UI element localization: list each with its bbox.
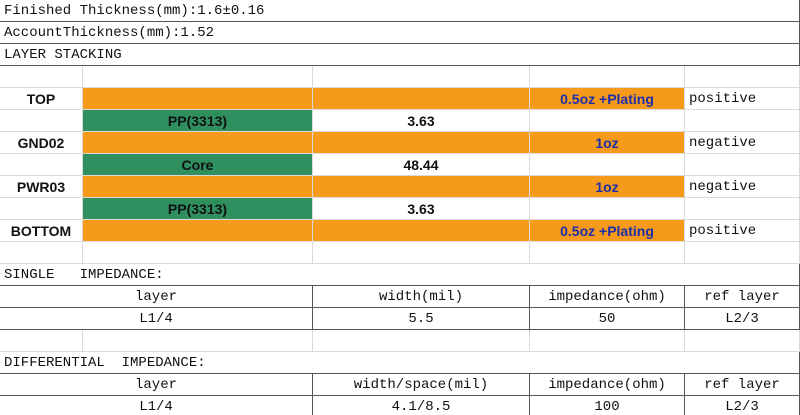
empty-cell: [83, 242, 313, 264]
dielectric-thickness: 3.63: [313, 110, 530, 132]
empty-cell: [83, 330, 313, 352]
table-cell: L2/3: [685, 396, 800, 415]
table-cell: 5.5: [313, 308, 530, 330]
column-header: ref layer: [685, 374, 800, 396]
empty-cell: [530, 330, 685, 352]
polarity: positive: [685, 88, 800, 110]
dielectric-material: PP(3313): [83, 198, 313, 220]
dielectric-material: PP(3313): [83, 110, 313, 132]
empty-cell: [685, 66, 800, 88]
table-cell: L1/4: [0, 308, 313, 330]
empty-cell: [313, 66, 530, 88]
column-header: layer: [0, 374, 313, 396]
layer-name: GND02: [0, 132, 83, 154]
empty-cell: [530, 154, 685, 176]
polarity: negative: [685, 176, 800, 198]
polarity: negative: [685, 132, 800, 154]
finished-thickness: Finished Thickness(mm):1.6±0.16: [0, 0, 800, 22]
dielectric-thickness: 48.44: [313, 154, 530, 176]
copper-weight: 0.5oz +Plating: [530, 88, 685, 110]
section-title: LAYER STACKING: [0, 44, 800, 66]
layer-name: BOTTOM: [0, 220, 83, 242]
empty-cell: [685, 242, 800, 264]
table-cell: 4.1/8.5: [313, 396, 530, 415]
empty-cell: [530, 66, 685, 88]
empty-cell: [313, 330, 530, 352]
empty-cell: [685, 110, 800, 132]
empty-cell: [0, 198, 83, 220]
empty-cell: [530, 242, 685, 264]
copper-cell: [313, 88, 530, 110]
column-header: impedance(ohm): [530, 286, 685, 308]
copper-cell: [313, 176, 530, 198]
section-title: SINGLE IMPEDANCE:: [0, 264, 800, 286]
copper-cell: [313, 220, 530, 242]
table-cell: L2/3: [685, 308, 800, 330]
dielectric-thickness: 3.63: [313, 198, 530, 220]
empty-cell: [530, 110, 685, 132]
account-thickness: AccountThickness(mm):1.52: [0, 22, 800, 44]
column-header: ref layer: [685, 286, 800, 308]
polarity: positive: [685, 220, 800, 242]
empty-cell: [313, 242, 530, 264]
layer-name: PWR03: [0, 176, 83, 198]
copper-cell: [83, 88, 313, 110]
empty-cell: [685, 198, 800, 220]
empty-cell: [0, 330, 83, 352]
table-cell: 100: [530, 396, 685, 415]
empty-cell: [685, 330, 800, 352]
section-title: DIFFERENTIAL IMPEDANCE:: [0, 352, 800, 374]
column-header: width(mil): [313, 286, 530, 308]
copper-cell: [83, 176, 313, 198]
empty-cell: [0, 110, 83, 132]
empty-cell: [0, 242, 83, 264]
copper-weight: 1oz: [530, 132, 685, 154]
copper-cell: [83, 132, 313, 154]
empty-cell: [0, 154, 83, 176]
copper-cell: [313, 132, 530, 154]
column-header: impedance(ohm): [530, 374, 685, 396]
column-header: layer: [0, 286, 313, 308]
empty-cell: [83, 66, 313, 88]
copper-weight: 0.5oz +Plating: [530, 220, 685, 242]
layer-name: TOP: [0, 88, 83, 110]
column-header: width/space(mil): [313, 374, 530, 396]
table-cell: L1/4: [0, 396, 313, 415]
empty-cell: [685, 154, 800, 176]
copper-cell: [83, 220, 313, 242]
empty-cell: [530, 198, 685, 220]
empty-cell: [0, 66, 83, 88]
table-cell: 50: [530, 308, 685, 330]
copper-weight: 1oz: [530, 176, 685, 198]
dielectric-material: Core: [83, 154, 313, 176]
